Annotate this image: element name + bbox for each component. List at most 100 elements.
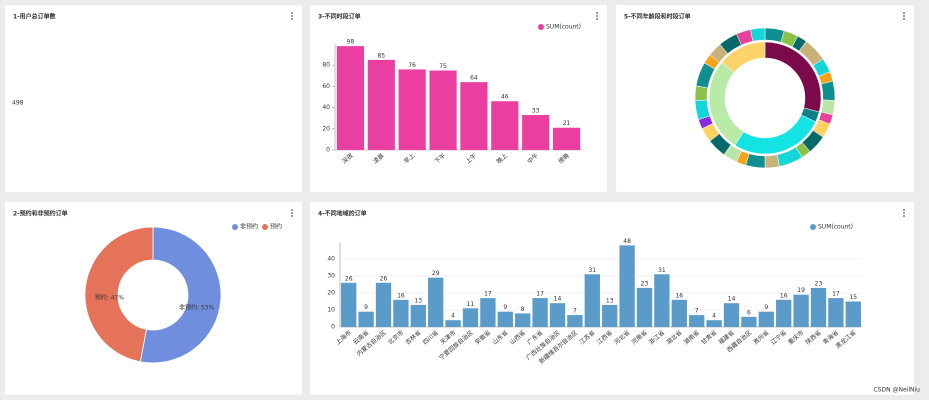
donut-segment (139, 226, 222, 364)
y-tick-label: 40 (322, 104, 330, 111)
value-label: 非预约: 53% (179, 303, 215, 311)
bar (654, 274, 670, 327)
panel (616, 5, 914, 192)
bar (429, 70, 457, 150)
menu-dot[interactable] (903, 15, 905, 17)
bar (706, 320, 722, 327)
value-label: 31 (588, 267, 596, 274)
value-label: 26 (345, 275, 353, 282)
sunburst-segment (694, 85, 709, 101)
value-label: 4 (451, 313, 455, 320)
value-label: 14 (728, 296, 736, 303)
value-label: 23 (815, 280, 823, 287)
bar (480, 298, 496, 327)
menu-dot[interactable] (291, 18, 293, 20)
y-tick-label: 30 (327, 273, 335, 280)
sunburst-segment (750, 27, 766, 42)
value-label: 9 (364, 304, 368, 311)
bar (567, 315, 583, 327)
panel (5, 202, 302, 395)
menu-dot[interactable] (291, 215, 293, 217)
bar (428, 277, 444, 327)
y-tick-label: 40 (327, 256, 335, 263)
y-tick-label: 20 (327, 290, 335, 297)
value-label: 23 (641, 280, 649, 287)
value-label: 46 (501, 94, 509, 101)
bar (445, 320, 461, 327)
donut-segment (84, 226, 154, 363)
bar (549, 303, 566, 327)
value-label: 7 (695, 308, 699, 315)
menu-dot[interactable] (291, 209, 293, 211)
menu-dot[interactable] (291, 15, 293, 17)
bar (810, 287, 827, 327)
value-label: 13 (606, 297, 614, 304)
panel-title: 2-预约和非预约订单 (13, 210, 68, 218)
menu-dot[interactable] (903, 212, 905, 214)
menu-dot[interactable] (903, 215, 905, 217)
y-tick-label: 0 (331, 324, 335, 331)
bar (336, 46, 365, 151)
menu-dot[interactable] (903, 12, 905, 14)
value-label: 26 (380, 275, 388, 282)
bar (584, 274, 600, 327)
bar (689, 315, 705, 327)
value-label: 75 (439, 63, 447, 70)
sunburst-segment (820, 80, 836, 101)
legend-label: 预约 (270, 223, 282, 231)
bar (793, 294, 809, 327)
panel-title: 3-不同时段订单 (318, 13, 361, 21)
value-label: 9 (503, 304, 507, 311)
bar (522, 115, 550, 150)
value-label: 33 (532, 108, 540, 115)
panel-title: 1-用户总订单数 (13, 13, 57, 21)
bar (410, 304, 426, 327)
bar (497, 311, 513, 327)
value-label: 31 (658, 267, 666, 274)
bar (393, 299, 409, 327)
value-label: 17 (536, 291, 544, 298)
legend-label: SUM(count) (818, 224, 853, 231)
menu-dot[interactable] (596, 15, 598, 17)
bar (398, 69, 426, 150)
panel-title: 5-不同年龄段和时段订单 (624, 13, 691, 21)
legend-marker (262, 224, 268, 230)
panel-title: 4-不同地域的订单 (318, 210, 367, 218)
menu-dot[interactable] (903, 209, 905, 211)
value-label: 6 (747, 309, 751, 316)
bar (723, 303, 740, 327)
bar (758, 311, 774, 327)
legend-marker (810, 224, 816, 230)
bar (602, 304, 618, 327)
value-label: 4 (712, 313, 716, 320)
panel (310, 202, 914, 395)
bar (619, 245, 635, 327)
y-tick-label: 60 (322, 83, 330, 90)
value-label: 98 (347, 39, 355, 46)
bar (636, 287, 653, 327)
value-label: 85 (377, 52, 385, 59)
bar (671, 299, 687, 327)
menu-dot[interactable] (596, 12, 598, 14)
value-label: 16 (397, 292, 405, 299)
value-label: 29 (432, 270, 440, 277)
value-label: 17 (484, 291, 492, 298)
bar (375, 282, 392, 327)
bar (491, 101, 519, 150)
legend-label: 非预约 (240, 223, 258, 231)
menu-dot[interactable] (903, 18, 905, 20)
legend-marker (232, 224, 238, 230)
bar (776, 299, 792, 327)
menu-dot[interactable] (291, 212, 293, 214)
bar (515, 313, 531, 327)
bar (828, 298, 844, 327)
bar (462, 308, 479, 327)
menu-dot[interactable] (291, 12, 293, 14)
bar (845, 301, 861, 327)
bar (358, 311, 374, 327)
y-tick-label: 80 (322, 62, 330, 69)
menu-dot[interactable] (596, 18, 598, 20)
sunburst-segment (721, 41, 766, 73)
